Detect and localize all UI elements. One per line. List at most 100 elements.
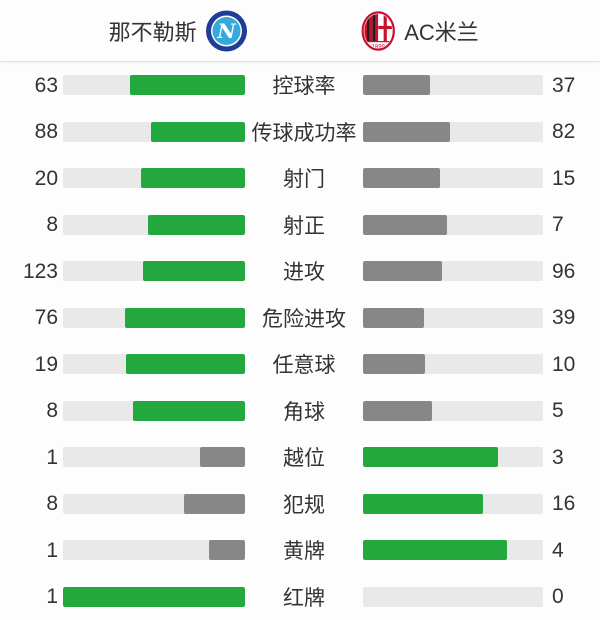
napoli-badge-icon: N [206,10,248,52]
home-bar [63,540,245,561]
home-bar-fill [147,214,245,235]
away-value: 0 [552,585,564,609]
team-home-name: 那不勒斯 [108,20,197,45]
home-bar-fill [125,354,245,375]
home-bar-fill [199,447,245,468]
home-bar [63,121,245,142]
ac-milan-badge-icon: 1899 [361,11,395,51]
home-bar-fill [130,75,245,96]
napoli-letter: N [217,19,237,43]
home-value: 123 [22,259,58,283]
away-bar [363,354,543,375]
away-bar-fill [363,493,483,514]
home-value: 63 [34,73,58,97]
away-bar [363,168,543,189]
home-bar [63,307,245,328]
away-value: 82 [552,120,576,144]
stat-row: 8 角球 5 [0,388,600,435]
away-bar-fill [363,168,441,189]
away-bar [363,447,543,468]
home-value: 20 [34,166,58,190]
stat-row: 76 危险进攻 39 [0,295,600,342]
away-value: 16 [552,492,576,516]
team-home: 那不勒斯 N [109,0,248,62]
home-value: 1 [46,585,58,609]
away-bar [363,540,543,561]
away-bar-fill [363,447,498,468]
stat-label: 红牌 [283,586,325,610]
away-value: 4 [552,538,564,562]
home-bar [63,493,245,514]
stat-label: 传球成功率 [251,121,357,145]
home-bar [63,447,245,468]
stat-row: 63 控球率 37 [0,62,600,109]
stat-row: 8 犯规 16 [0,481,600,528]
away-value: 96 [552,259,576,283]
away-value: 5 [552,399,564,423]
away-value: 10 [552,352,576,376]
home-bar-fill [124,307,245,328]
home-bar [63,354,245,375]
team-away: 1899 AC米兰 [361,0,479,62]
stat-row: 123 进攻 96 [0,248,600,295]
team-away-name: AC米兰 [404,20,479,45]
away-bar [363,121,543,142]
home-value: 1 [46,445,58,469]
away-bar-fill [363,400,433,421]
stat-row: 1 黄牌 4 [0,527,600,574]
away-value: 39 [552,306,576,330]
stat-label: 犯规 [283,493,325,517]
away-value: 15 [552,166,576,190]
home-bar-fill [208,540,245,561]
stat-label: 危险进攻 [262,307,346,331]
stat-label: 越位 [283,447,325,471]
away-bar [363,400,543,421]
away-bar [363,493,543,514]
stat-row: 1 越位 3 [0,434,600,481]
away-bar-fill [363,354,426,375]
away-bar-fill [363,261,442,282]
home-value: 19 [34,352,58,376]
home-value: 88 [34,120,58,144]
stat-label: 进攻 [283,261,325,285]
stat-label: 黄牌 [283,540,325,564]
home-value: 8 [46,399,58,423]
away-bar [363,261,543,282]
home-bar [63,214,245,235]
stat-label: 任意球 [272,354,336,378]
away-bar-fill [363,307,425,328]
home-bar [63,586,245,607]
away-bar-fill [363,540,507,561]
stat-label: 射门 [283,168,325,192]
away-value: 3 [552,445,564,469]
away-bar [363,75,543,96]
home-value: 8 [46,213,58,237]
home-bar-fill [150,121,245,142]
stat-row: 1 红牌 0 [0,574,600,620]
stat-row: 88 传球成功率 82 [0,109,600,156]
stat-label: 角球 [283,400,325,424]
home-value: 76 [34,306,58,330]
home-bar-fill [133,400,245,421]
home-bar [63,168,245,189]
home-bar-fill [184,493,245,514]
home-bar [63,75,245,96]
stat-row: 19 任意球 10 [0,341,600,388]
stat-label: 控球率 [272,75,336,99]
stat-label: 射正 [283,214,325,238]
header: 那不勒斯 N [0,0,600,62]
home-bar-fill [141,168,245,189]
away-bar-fill [363,214,447,235]
home-bar-fill [63,586,245,607]
away-bar-fill [363,75,430,96]
away-bar [363,586,543,607]
home-bar [63,400,245,421]
home-value: 1 [46,538,58,562]
home-bar [63,261,245,282]
home-value: 8 [46,492,58,516]
stats-list: 63 控球率 37 88 传球成功率 82 20 [0,62,600,620]
stat-row: 20 射门 15 [0,155,600,202]
home-bar-fill [142,261,245,282]
away-bar-fill [363,121,450,142]
away-bar [363,214,543,235]
